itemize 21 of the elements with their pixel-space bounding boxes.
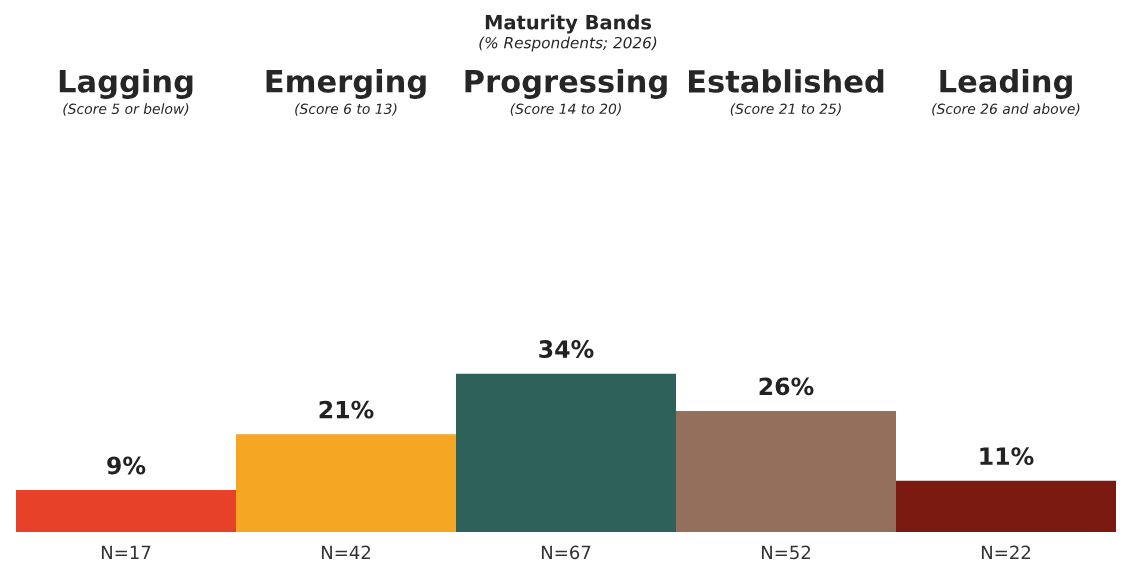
data-label: 26% xyxy=(759,377,814,396)
x-tick-label: Emerging xyxy=(266,69,426,99)
bar xyxy=(676,410,896,532)
bar xyxy=(896,480,1116,532)
bar xyxy=(456,373,676,532)
x-tick-label: Established xyxy=(688,69,884,93)
data-label: 21% xyxy=(319,400,374,419)
data-label: 9% xyxy=(107,456,146,475)
data-label: 34% xyxy=(539,340,594,358)
x-tick-label: Lagging xyxy=(59,69,193,99)
text: N=67 xyxy=(541,545,591,560)
data-label: 11% xyxy=(980,447,1034,466)
x-tick-label: Leading xyxy=(940,69,1072,99)
bar xyxy=(16,490,236,532)
text: N=42 xyxy=(321,545,370,559)
text: N=17 xyxy=(101,545,151,559)
text: N=52 xyxy=(761,545,810,560)
x-tick-label: Progressing xyxy=(465,69,667,99)
bar xyxy=(236,434,456,532)
text: N=22 xyxy=(981,545,1030,559)
chart-title: Maturity Bands xyxy=(485,14,652,34)
